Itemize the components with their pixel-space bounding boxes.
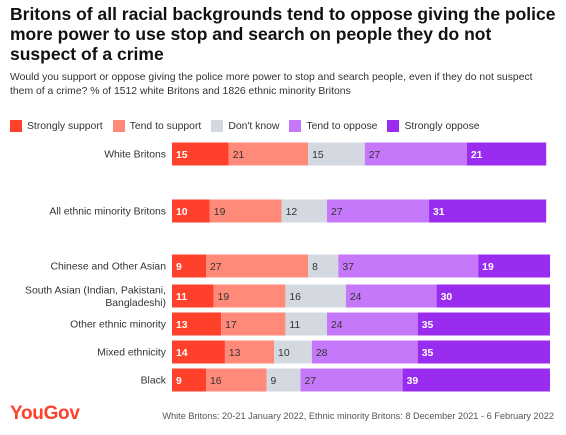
bar-segment-tend-to-oppose (364, 142, 467, 166)
data-label: 15 (176, 150, 188, 161)
legend-item-strongly-support: Strongly support (10, 120, 103, 132)
category-label-white-britons: White Britons (104, 150, 166, 161)
bar-segment-tend-to-support (228, 142, 309, 166)
bar-segment-strongly-support (172, 284, 214, 308)
bar-segment-strongly-oppose (417, 312, 550, 336)
bar-segment-strongly-support (172, 340, 225, 364)
bar-segment-tend-to-support (206, 368, 267, 392)
legend-item-strongly-oppose: Strongly oppose (387, 120, 480, 132)
bar-segment-tend-to-oppose (311, 340, 418, 364)
bar-segment-strongly-support (172, 199, 210, 223)
data-label: 30 (441, 292, 453, 303)
data-label: 13 (176, 320, 188, 331)
bar-segment-don-t-know (308, 142, 365, 166)
bar-segment-don-t-know (308, 254, 339, 278)
bar-segment-tend-to-oppose (326, 312, 418, 336)
data-label: 27 (305, 376, 317, 387)
legend-label: Tend to support (129, 120, 202, 132)
bar-segment-strongly-oppose (402, 368, 550, 392)
data-label: 24 (350, 292, 362, 303)
data-label: 31 (433, 207, 445, 218)
legend-item-tend-to-oppose: Tend to oppose (289, 120, 377, 132)
data-label: 9 (271, 376, 277, 387)
bar-segment-tend-to-support (213, 284, 286, 308)
category-label-mixed-ethnicity: Mixed ethnicity (97, 348, 167, 359)
data-label: 35 (422, 348, 434, 359)
bar-segment-tend-to-support (206, 254, 309, 278)
data-label: 19 (218, 292, 230, 303)
data-label: 17 (225, 320, 237, 331)
data-label: 27 (210, 262, 222, 273)
legend-swatch (289, 120, 302, 132)
legend-label: Strongly oppose (404, 120, 480, 132)
data-label: 35 (422, 320, 434, 331)
category-label-black: Black (141, 376, 167, 387)
bar-segment-tend-to-oppose (326, 199, 430, 223)
bar-segment-tend-to-oppose (338, 254, 479, 278)
data-label: 11 (176, 292, 187, 303)
legend-label: Strongly support (27, 120, 103, 132)
data-label: 11 (289, 320, 300, 331)
chart-subtitle: Would you support or oppose giving the p… (10, 72, 533, 97)
legend-swatch (10, 120, 22, 132)
data-label: 16 (289, 292, 301, 303)
bar-segment-don-t-know (281, 199, 327, 223)
legend-label: Don't know (228, 120, 280, 132)
bar-segment-strongly-oppose (478, 254, 550, 278)
bar-segment-tend-to-support (221, 312, 286, 336)
data-label: 15 (312, 150, 324, 161)
data-label: 10 (176, 207, 188, 218)
legend-item-tend-to-support: Tend to support (112, 120, 202, 132)
legend-item-dont-know: Don't know (211, 120, 279, 132)
bar-segment-don-t-know (285, 284, 346, 308)
data-label: 19 (214, 207, 226, 218)
data-label: 8 (312, 262, 318, 273)
bar-segment-strongly-oppose (436, 284, 550, 308)
bar-segment-strongly-support (172, 368, 207, 392)
data-label: 27 (331, 207, 343, 218)
data-label: 21 (233, 150, 245, 161)
data-label: 21 (471, 150, 483, 161)
legend-swatch (387, 120, 400, 132)
bar-segment-strongly-support (172, 254, 207, 278)
data-label: 14 (176, 348, 188, 359)
legend-label: Tend to oppose (306, 120, 378, 132)
data-label: 27 (369, 150, 381, 161)
data-label: 9 (176, 376, 182, 387)
bar-segment-don-t-know (285, 312, 327, 336)
data-label: 13 (229, 348, 241, 359)
legend-swatch (211, 120, 224, 132)
bar-segment-strongly-oppose (429, 199, 547, 223)
data-label: 24 (331, 320, 343, 331)
category-label-all-ethnic-minority-britons: All ethnic minority Britons (49, 207, 166, 218)
yougov-logo: YouGov (10, 403, 80, 424)
data-label: 10 (278, 348, 290, 359)
bar-segment-don-t-know (274, 340, 312, 364)
data-label: 19 (482, 262, 494, 273)
data-label: 16 (210, 376, 222, 387)
bar-segment-strongly-oppose (466, 142, 547, 166)
legend: Strongly support Tend to support Don't k… (10, 119, 490, 133)
bar-segment-tend-to-oppose (345, 284, 437, 308)
bar-segment-tend-to-oppose (300, 368, 403, 392)
data-label: 37 (342, 262, 354, 273)
category-label-south-asian-indian-pakistani-bangladeshi: South Asian (Indian, Pakistani, Banglades… (25, 285, 166, 309)
data-label: 12 (286, 207, 298, 218)
data-label: 39 (407, 376, 419, 387)
bar-segment-strongly-oppose (417, 340, 550, 364)
bar-segment-don-t-know (266, 368, 301, 392)
footer-note: White Britons: 20-21 January 2022, Ethni… (162, 411, 554, 421)
bar-segment-strongly-support (172, 142, 229, 166)
chart-title: Britons of all racial backgrounds tend t… (10, 4, 556, 64)
category-label-other-ethnic-minority: Other ethnic minority (70, 320, 167, 331)
category-label-chinese-and-other-asian: Chinese and Other Asian (50, 262, 166, 273)
bar-segment-tend-to-support (209, 199, 282, 223)
data-label: 28 (316, 348, 328, 359)
bar-segment-tend-to-support (224, 340, 275, 364)
data-label: 9 (176, 262, 182, 273)
legend-swatch (112, 120, 125, 132)
bar-segment-strongly-support (172, 312, 222, 336)
